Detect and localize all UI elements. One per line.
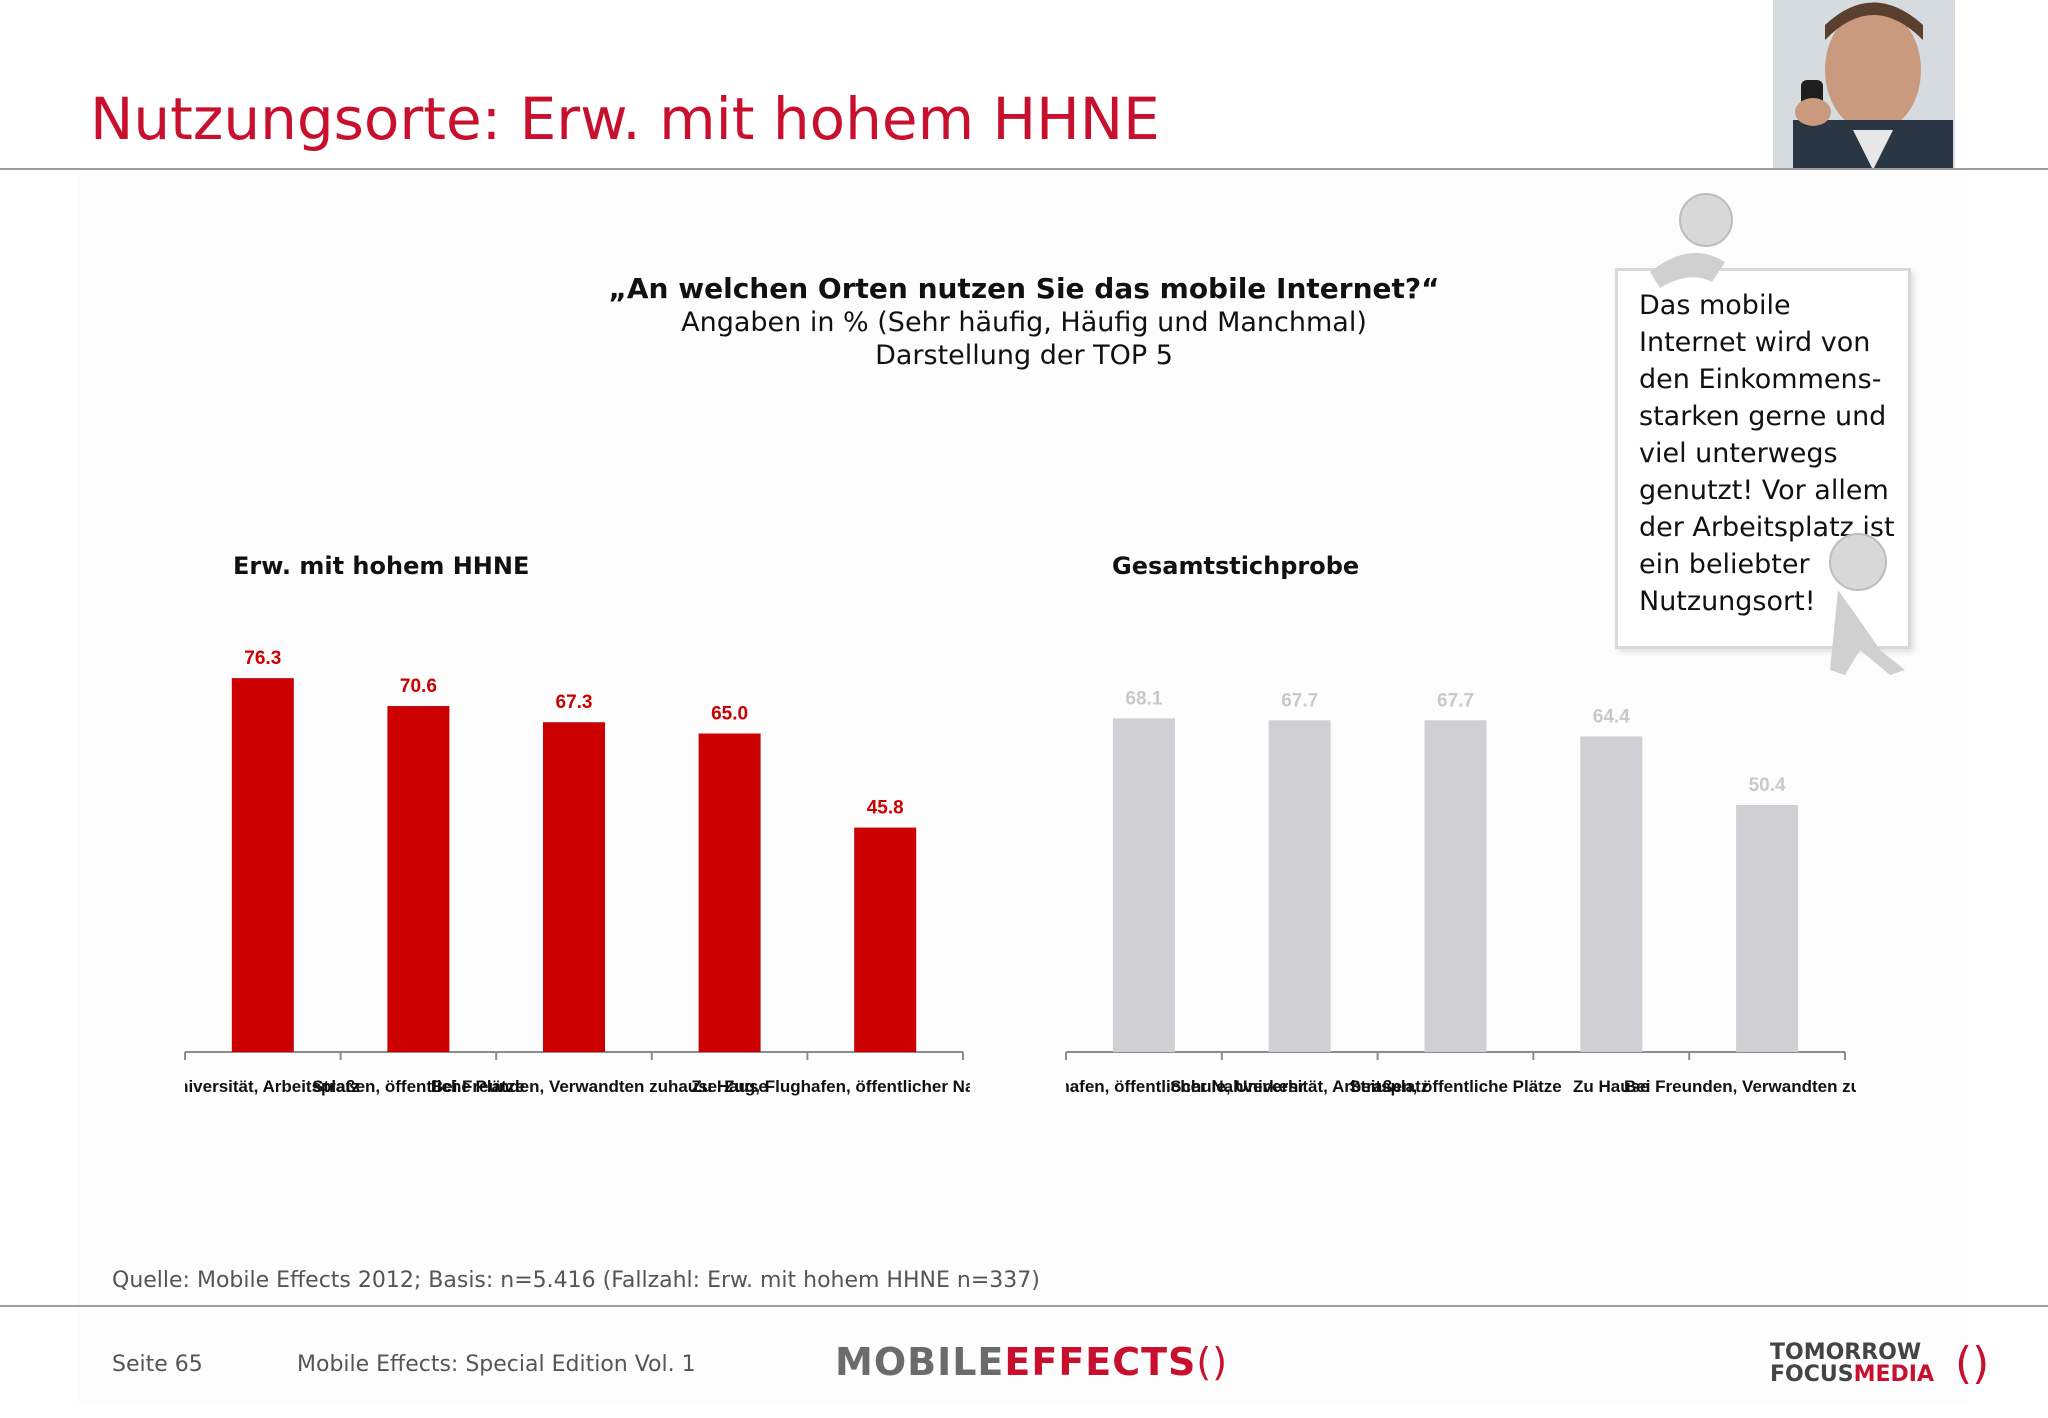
data-label: 76.3 — [244, 648, 281, 669]
figurine-side-icon — [1829, 533, 1905, 675]
document-title: Mobile Effects: Special Edition Vol. 1 — [297, 1352, 696, 1377]
page-title: Nutzungsorte: Erw. mit hohem HHNE — [90, 85, 1160, 153]
x-tick-label: Zu Hause — [1573, 1077, 1650, 1096]
data-label: 67.7 — [1281, 690, 1318, 711]
question-note: Darstellung der TOP 5 — [875, 340, 1173, 371]
source-note: Quelle: Mobile Effects 2012; Basis: n=5.… — [112, 1268, 1040, 1293]
x-tick-label: Zug, Flughafen, öffentlicher Nahverkehr — [724, 1077, 1046, 1096]
data-label: 50.4 — [1749, 775, 1786, 796]
bar — [1424, 720, 1487, 1052]
x-tick-label: Bei Freunden, Verwandten zuhause — [1624, 1077, 1910, 1096]
bar — [1736, 805, 1799, 1052]
header-rule — [0, 168, 2048, 170]
figurine-top-icon — [1650, 193, 1733, 288]
data-label: 67.3 — [556, 692, 593, 713]
chart-title: Gesamtstichprobe — [1112, 552, 1359, 580]
page-number: Seite 65 — [112, 1352, 203, 1377]
x-tick-label: Universität, Arbeitsplatz — [166, 1077, 360, 1096]
data-label: 64.4 — [1593, 706, 1630, 727]
data-label: 45.8 — [867, 798, 904, 819]
bar — [1268, 720, 1331, 1052]
data-label: 70.6 — [400, 676, 437, 697]
question-subtitle: Angaben in % (Sehr häufig, Häufig und Ma… — [681, 307, 1367, 338]
x-tick-labels: Zug, Flughafen, öffentlicher NahverkehrS… — [983, 1077, 1910, 1096]
bar — [1112, 718, 1175, 1052]
question-text: „An welchen Orten nutzen Sie das mobile … — [608, 272, 1440, 305]
mobile-effects-logo: MOBILEEFFECTS() — [835, 1340, 1229, 1384]
bar — [543, 722, 605, 1052]
footer-rule — [0, 1305, 2048, 1307]
x-tick-label: Straßen, öffentliche Plätze — [312, 1077, 525, 1096]
data-label: 65.0 — [711, 704, 748, 725]
chart-title: Erw. mit hohem HHNE — [233, 552, 529, 580]
data-label: 67.7 — [1437, 690, 1474, 711]
survey-question: „An welchen Orten nutzen Sie das mobile … — [0, 272, 2048, 371]
x-tick-label: Straßen, öffentliche Plätze — [1349, 1077, 1562, 1096]
bar — [698, 733, 761, 1052]
businessman-photo — [1773, 0, 1955, 170]
data-label: 68.1 — [1125, 688, 1162, 709]
callout-note: Das mobile Internet wird von den Einkomm… — [1615, 268, 1911, 649]
bar — [387, 706, 450, 1052]
x-tick-label: Zug, Flughafen, öffentlicher Nahverkehr — [983, 1077, 1305, 1096]
bar — [231, 678, 294, 1052]
x-tick-label: Zu Hause — [691, 1077, 768, 1096]
chart-gesamtstichprobe: Gesamtstichprobe Zug, Flughafen, öffentl… — [983, 552, 1910, 1096]
x-tick-label: Schule, Universität, Arbeitsplatz — [1170, 1077, 1429, 1096]
bar — [854, 827, 917, 1052]
bar — [1580, 736, 1643, 1052]
tomorrow-focus-media-logo: TOMORROW FOCUSMEDIA () — [1770, 1338, 1990, 1389]
x-tick-label: Bei Freunden, Verwandten zuhause — [431, 1077, 717, 1096]
chart-erw-hohem-hhne: Erw. mit hohem HHNE Universität, Arbeits… — [166, 552, 1046, 1096]
